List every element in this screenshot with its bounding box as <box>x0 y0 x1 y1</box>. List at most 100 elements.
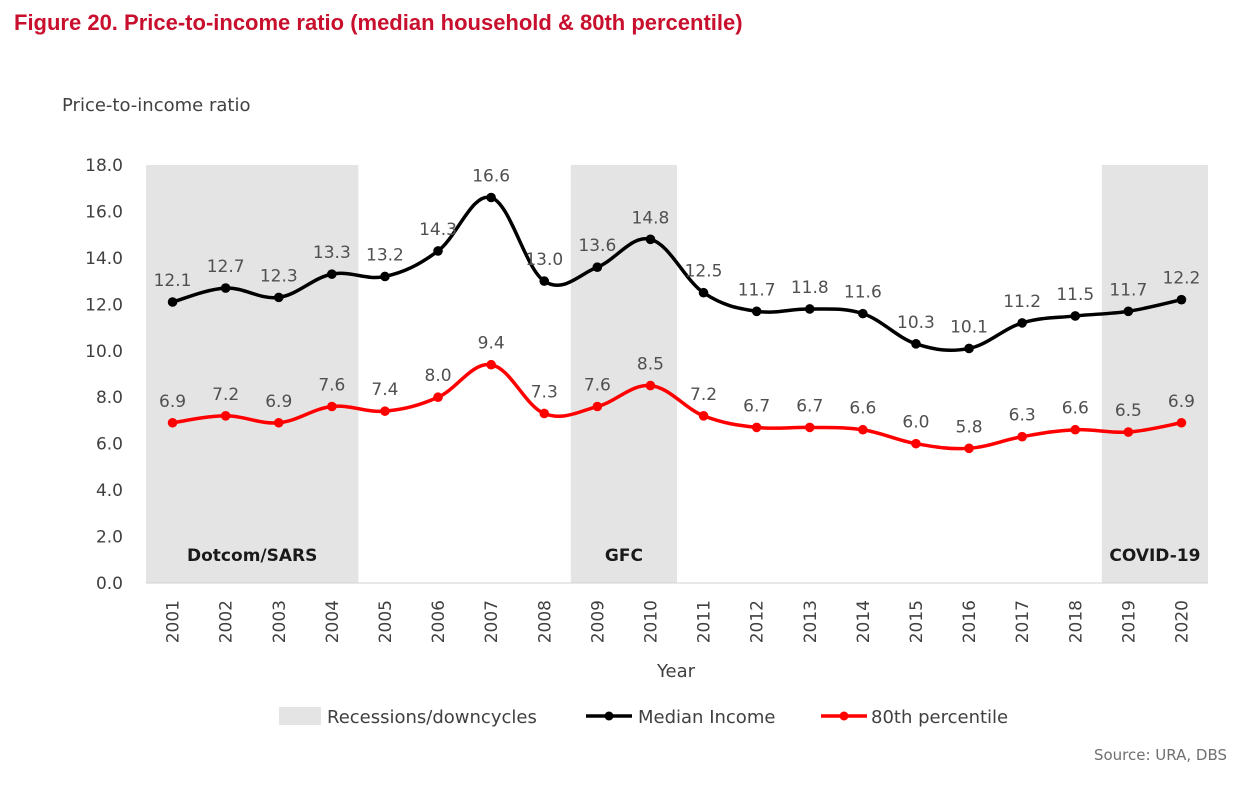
p80-data-label: 6.5 <box>1115 401 1142 421</box>
shade-label-1: GFC <box>605 546 643 566</box>
p80-data-label: 7.3 <box>531 382 558 402</box>
median-income-point <box>698 287 709 298</box>
p80-data-label: 8.5 <box>637 355 664 375</box>
p80-point <box>751 422 762 433</box>
p80-data-label: 7.6 <box>584 376 611 396</box>
x-tick-label: 2004 <box>323 600 343 643</box>
x-tick-label: 2018 <box>1066 600 1086 643</box>
median-income-data-label: 13.3 <box>313 243 351 263</box>
median-income-data-label: 13.0 <box>525 250 563 270</box>
median-income-point <box>804 304 815 314</box>
median-income-point <box>911 339 921 349</box>
shade-label-0: Dotcom/SARS <box>187 546 317 566</box>
x-tick-label: 2014 <box>854 600 874 643</box>
median-income-data-label: 10.1 <box>950 317 988 337</box>
median-income-point <box>1070 311 1081 321</box>
x-tick-label: 2010 <box>641 600 661 643</box>
legend-marker-p80 <box>839 711 849 721</box>
x-tick-label: 2005 <box>376 600 396 643</box>
median-income-point <box>964 343 974 354</box>
median-income-data-label: 11.2 <box>1003 292 1041 312</box>
p80-line <box>170 362 1184 451</box>
p80-data-label: 9.4 <box>478 334 505 354</box>
p80-data-label: 6.7 <box>743 396 770 416</box>
median-income-point <box>220 283 231 293</box>
p80-point <box>273 417 284 428</box>
median-income-data-label: 12.3 <box>260 266 298 286</box>
y-tick-label: 12.0 <box>85 295 123 315</box>
median-income-data-label: 14.3 <box>419 220 457 240</box>
median-income-data-label: 11.8 <box>791 278 829 298</box>
p80-data-label: 6.6 <box>1062 399 1089 419</box>
median-income-data-label: 13.2 <box>366 245 404 265</box>
p80-data-label: 6.6 <box>849 399 876 419</box>
y-axis-ticks: 0.0 2.0 4.0 6.0 8.0 10.0 12.0 14.0 16.0 18.0 <box>85 156 123 594</box>
shade-0 <box>146 165 359 583</box>
p80-data-label: 6.9 <box>265 392 292 412</box>
x-tick-label: 2001 <box>164 600 184 643</box>
p80-data-label: 7.2 <box>690 385 717 405</box>
y-tick-label: 18.0 <box>85 156 123 176</box>
median-income-data-label: 13.6 <box>578 236 616 256</box>
period-labels: Dotcom/SARS GFC COVID-19 <box>187 546 1200 566</box>
p80-point <box>1176 417 1187 428</box>
x-tick-label: 2019 <box>1119 600 1139 643</box>
x-axis-title: Year <box>656 661 696 682</box>
median-income-data-label: 11.7 <box>738 280 776 300</box>
median-income-point <box>273 292 284 303</box>
p80-point <box>486 359 496 370</box>
median-income-point <box>858 308 868 319</box>
x-tick-label: 2015 <box>907 600 927 643</box>
x-tick-label: 2009 <box>588 600 608 643</box>
series-lines <box>170 195 1184 451</box>
p80-point <box>964 443 974 454</box>
legend-label-p80: 80th percentile <box>871 707 1008 728</box>
y-tick-label: 0.0 <box>96 574 123 594</box>
p80-point <box>911 438 921 449</box>
x-tick-label: 2012 <box>748 600 768 643</box>
median-income-point <box>539 276 550 286</box>
median-income-point <box>1176 294 1187 305</box>
p80-data-label: 8.0 <box>425 366 452 386</box>
median-income-point <box>592 262 603 272</box>
data-labels: 12.1 12.7 12.3 13.3 13.2 14.3 16.6 13.0 13.6 14.8… <box>154 167 1201 438</box>
p80-data-label: 7.4 <box>371 380 398 400</box>
shade-label-2: COVID-19 <box>1109 546 1200 566</box>
median-income-point <box>751 306 762 317</box>
y-tick-label: 6.0 <box>96 435 123 455</box>
median-income-point <box>486 192 496 203</box>
legend-marker-median <box>604 711 614 721</box>
recession-shading <box>146 165 1208 583</box>
x-tick-label: 2016 <box>960 600 980 643</box>
p80-data-label: 7.6 <box>318 376 345 396</box>
median-income-data-label: 14.8 <box>632 208 670 228</box>
legend-label-recessions: Recessions/downcycles <box>327 707 537 728</box>
p80-point <box>1017 431 1027 442</box>
x-tick-label: 2017 <box>1013 600 1033 643</box>
median-income-data-label: 12.5 <box>685 262 723 282</box>
median-income-data-label: 12.7 <box>207 257 245 277</box>
median-income-data-label: 10.3 <box>897 313 935 333</box>
y-tick-label: 4.0 <box>96 481 123 501</box>
shade-2 <box>1101 165 1208 583</box>
median-income-data-label: 11.7 <box>1109 280 1147 300</box>
median-income-data-label: 16.6 <box>472 167 510 187</box>
y-tick-label: 2.0 <box>96 528 123 548</box>
p80-data-label: 6.7 <box>796 396 823 416</box>
series-points <box>167 192 1187 454</box>
median-income-point <box>433 246 443 256</box>
p80-point <box>858 424 868 435</box>
shade-1 <box>570 165 677 583</box>
y-tick-label: 8.0 <box>96 388 123 408</box>
median-income-line <box>170 195 1184 353</box>
y-tick-label: 10.0 <box>85 342 123 362</box>
p80-point <box>327 401 337 412</box>
p80-point <box>167 417 178 428</box>
x-tick-label: 2003 <box>270 600 290 643</box>
x-tick-label: 2007 <box>482 600 502 643</box>
p80-data-label: 6.0 <box>902 413 929 433</box>
x-tick-label: 2011 <box>695 600 715 643</box>
y-axis-title: Price-to-income ratio <box>62 95 250 116</box>
p80-data-label: 5.8 <box>956 417 983 437</box>
p80-data-label: 6.9 <box>1168 392 1195 412</box>
